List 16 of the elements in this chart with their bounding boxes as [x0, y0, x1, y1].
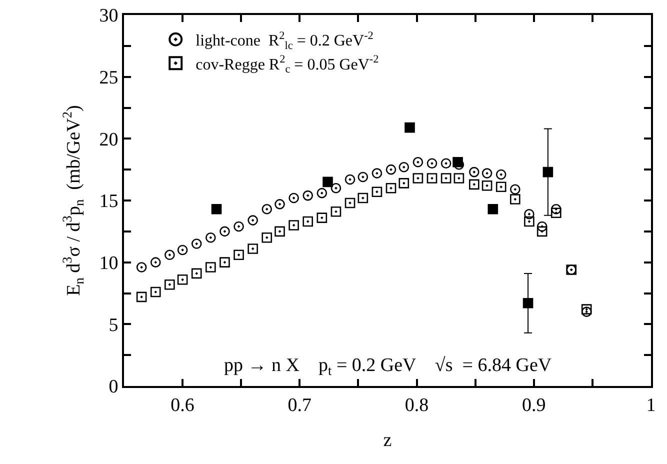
y-tick-label: 5 [108, 314, 118, 336]
legend-label: cov-Regge R$^{2}$$_{c}$ = 0.05 GeV$^{-2}$ [196, 54, 379, 76]
y-tick-label: 0 [108, 376, 118, 398]
x-tick-label: 0.9 [522, 394, 546, 416]
legend-label: light-cone R$^{2}$$_{lc}$ = 0.2 GeV$^{-2}$ [196, 30, 374, 52]
y-tick-label: 25 [99, 67, 118, 88]
x-tick-label: 1 [646, 394, 656, 416]
x-tick-label: 0.6 [170, 394, 194, 416]
x-axis-title: z [383, 430, 392, 452]
annotation: pp → n X p$_{t}$ = 0.2 GeV √s = 6.84 GeV [224, 355, 552, 378]
y-tick-label: 20 [99, 129, 118, 150]
y-tick-label: 30 [99, 6, 118, 27]
y-tick-label: 15 [99, 191, 118, 212]
y-tick-label: 10 [99, 252, 118, 274]
x-tick-label: 0.8 [404, 394, 429, 416]
x-tick-label: 0.7 [288, 394, 312, 416]
